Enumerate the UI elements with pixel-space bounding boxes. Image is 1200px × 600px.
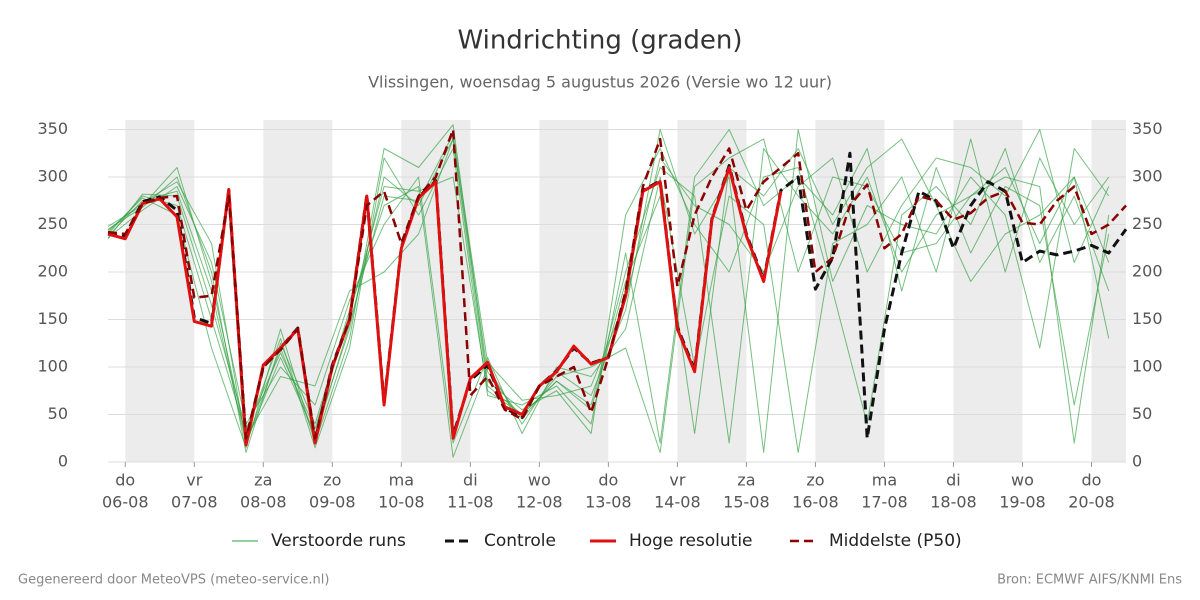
- ensemble-line: [107, 124, 1110, 449]
- legend-label: Controle: [484, 531, 556, 551]
- y2-tick-label: 250: [1132, 214, 1163, 233]
- chart-subtitle: Vlissingen, woensdag 5 augustus 2026 (Ve…: [368, 73, 832, 92]
- x-tick-date: 14-08: [654, 493, 701, 512]
- y2-tick-label: 350: [1132, 119, 1163, 138]
- x-tick-label: zo: [806, 471, 824, 490]
- x-tick-date: 10-08: [378, 493, 425, 512]
- y-tick-label: 250: [37, 214, 68, 233]
- x-tick-date: 16-08: [792, 493, 839, 512]
- footer-left: Gegenereerd door MeteoVPS (meteo-service…: [18, 573, 329, 588]
- y2-tick-label: 150: [1132, 309, 1163, 328]
- y2-tick-label: 200: [1132, 262, 1163, 281]
- y-tick-label: 0: [58, 452, 68, 471]
- legend-label: Verstoorde runs: [271, 531, 406, 551]
- x-tick-label: do: [1082, 471, 1102, 490]
- y-tick-label: 350: [37, 119, 68, 138]
- x-tick-label: do: [598, 471, 618, 490]
- y-tick-label: 200: [37, 262, 68, 281]
- x-tick-label: ma: [389, 471, 414, 490]
- x-tick-label: zo: [323, 471, 341, 490]
- day-shade: [125, 120, 195, 462]
- x-tick-label: di: [463, 471, 478, 490]
- day-shade: [1091, 120, 1126, 462]
- x-tick-date: 17-08: [861, 493, 908, 512]
- x-tick-date: 11-08: [447, 493, 494, 512]
- x-tick-label: ma: [872, 471, 897, 490]
- x-tick-label: vr: [669, 471, 685, 490]
- y-tick-label: 150: [37, 309, 68, 328]
- x-tick-label: wo: [528, 471, 551, 490]
- x-tick-date: 19-08: [999, 493, 1046, 512]
- x-tick-date: 06-08: [102, 493, 149, 512]
- legend-label: Hoge resolutie: [629, 531, 753, 551]
- x-tick-label: za: [254, 471, 272, 490]
- x-tick-date: 08-08: [240, 493, 287, 512]
- x-tick-date: 15-08: [723, 493, 770, 512]
- x-tick-label: za: [737, 471, 755, 490]
- day-shade: [677, 120, 747, 462]
- y2-tick-label: 0: [1132, 452, 1142, 471]
- chart-title: Windrichting (graden): [457, 26, 742, 56]
- y2-tick-label: 100: [1132, 357, 1163, 376]
- y2-tick-label: 300: [1132, 167, 1163, 186]
- x-tick-date: 12-08: [516, 493, 563, 512]
- day-shade: [539, 120, 609, 462]
- x-tick-date: 18-08: [930, 493, 977, 512]
- y2-tick-label: 50: [1132, 404, 1152, 423]
- ensemble-line: [107, 129, 1110, 444]
- y-tick-label: 50: [48, 404, 68, 423]
- footer-right: Bron: ECMWF AIFS/KNMI Ens: [997, 573, 1182, 588]
- x-tick-label: wo: [1011, 471, 1034, 490]
- series-line: [107, 166, 783, 447]
- x-tick-date: 07-08: [171, 493, 218, 512]
- x-tick-label: di: [946, 471, 961, 490]
- series-line: [107, 128, 1127, 440]
- legend-label: Middelste (P50): [829, 531, 962, 551]
- x-tick-label: vr: [186, 471, 202, 490]
- y-tick-label: 100: [37, 357, 68, 376]
- y-tick-label: 300: [37, 167, 68, 186]
- x-tick-date: 09-08: [309, 493, 356, 512]
- x-tick-date: 20-08: [1068, 493, 1115, 512]
- x-tick-date: 13-08: [585, 493, 632, 512]
- x-tick-label: do: [115, 471, 135, 490]
